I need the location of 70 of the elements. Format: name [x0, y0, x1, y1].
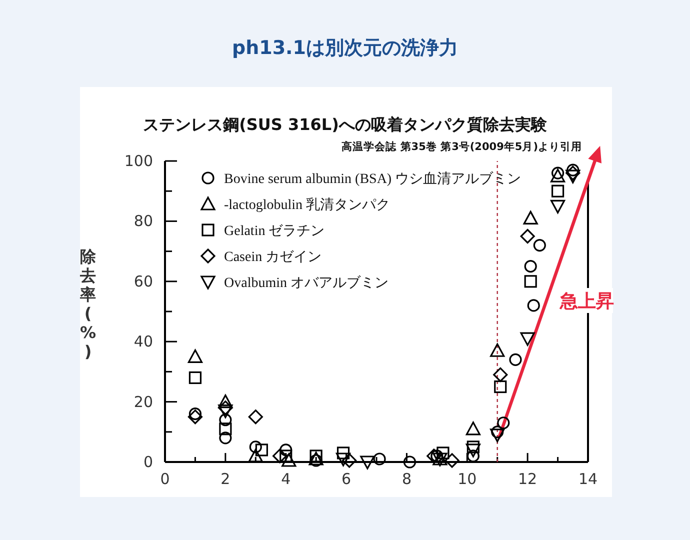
point [533, 238, 546, 252]
y-tick-label: 40 [134, 332, 153, 351]
point [219, 414, 232, 426]
chart-subtitle: ステンレス鋼(SUS 316L)への吸着タンパク質除去実験 [143, 115, 548, 134]
point [444, 453, 460, 468]
point [509, 353, 522, 366]
legend-label: Bovine serum albumin (BSA) ウシ血清アルブミン [224, 171, 522, 187]
x-tick-label: 8 [402, 470, 412, 488]
x-tick-label: 12 [518, 470, 538, 488]
point [282, 453, 296, 467]
point [248, 448, 263, 462]
point [527, 299, 540, 312]
point [188, 349, 203, 363]
point [336, 446, 350, 460]
point [219, 422, 232, 436]
x-tick-label: 2 [220, 470, 230, 488]
point [524, 275, 537, 288]
legend-label: Casein カゼイン [224, 250, 322, 265]
x-tick-label: 10 [458, 470, 477, 488]
point [524, 260, 537, 273]
y-tick-label: 60 [134, 272, 153, 290]
point [490, 428, 505, 442]
annotation: 急上昇 [559, 291, 614, 312]
point [493, 367, 508, 382]
point [490, 343, 505, 357]
legend-label: Gelatin ゼラチン [224, 224, 325, 239]
point [248, 410, 263, 424]
point [566, 166, 580, 180]
point [249, 440, 262, 454]
point [255, 444, 268, 456]
point [308, 452, 324, 466]
point [373, 452, 386, 466]
point [550, 200, 566, 214]
x-tick-label: 4 [281, 470, 291, 488]
x-tick-label: 6 [342, 470, 352, 488]
point [550, 168, 566, 182]
point [566, 170, 580, 184]
point [523, 210, 538, 224]
point [466, 440, 480, 454]
text: 高温学会誌 第35巻 第3号(2009年5月)より引用 [342, 140, 582, 153]
y-tick-label: 0 [143, 453, 153, 471]
point [551, 166, 564, 180]
point [360, 456, 375, 470]
point [188, 371, 202, 384]
y-tick-label: 80 [134, 212, 153, 230]
point [342, 453, 357, 468]
point [426, 448, 442, 464]
point [218, 394, 233, 408]
x-tick-label: 0 [160, 470, 170, 488]
point [494, 380, 507, 394]
point [272, 448, 288, 464]
legend-label: -lactoglobulin 乳清タンパク [224, 197, 390, 213]
point [336, 452, 351, 466]
point [520, 228, 535, 244]
x-tick-label: 14 [578, 470, 598, 488]
y-axis-title: 除去率(%) [79, 247, 97, 361]
point [219, 432, 232, 444]
point [497, 416, 510, 430]
point [188, 410, 203, 424]
point [403, 456, 416, 468]
chart-title: ph13.1は別次元の洗浄力 [232, 37, 458, 59]
point [188, 408, 202, 420]
legend-label: Ovalbumin オバアルブミン [224, 275, 388, 291]
y-tick-label: 100 [124, 152, 153, 170]
point [551, 184, 564, 198]
point [466, 444, 480, 458]
point [436, 446, 450, 460]
point [466, 422, 480, 436]
y-tick-label: 20 [134, 392, 153, 411]
point [520, 332, 535, 346]
